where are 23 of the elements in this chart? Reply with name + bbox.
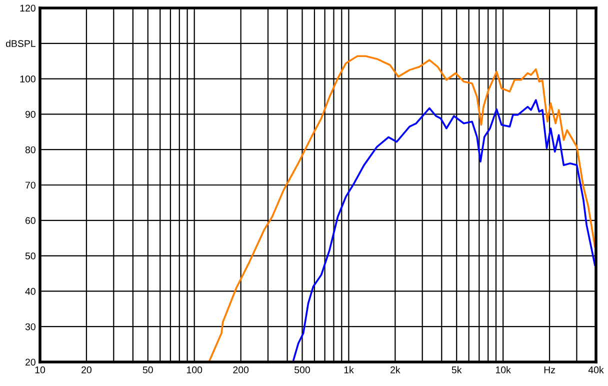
- y-tick-label: 100: [20, 76, 36, 82]
- x-tick-label: 5k: [452, 366, 462, 374]
- y-tick-label: 40: [25, 288, 36, 295]
- x-tick-label: 50: [142, 366, 153, 374]
- y-tick-label: 120: [20, 4, 36, 12]
- x-tick-label: 10k: [496, 366, 511, 374]
- x-tick-label: 200: [233, 366, 249, 374]
- y-tick-label: 30: [25, 323, 36, 330]
- y-tick-label: 60: [26, 217, 36, 224]
- x-tick-label: 20: [82, 366, 92, 374]
- y-tick-label: 50: [25, 252, 36, 260]
- y-tick-label: 80: [25, 146, 36, 154]
- x-tick-label: 1k: [344, 366, 354, 374]
- y-tick-label: 70: [26, 182, 36, 189]
- y-tick-label: dBSPL: [6, 40, 36, 48]
- x-tick-label: Hz: [544, 366, 555, 374]
- x-tick-label: 100: [186, 366, 202, 374]
- y-tick-label: 90: [25, 110, 36, 118]
- x-tick-label: 500: [294, 366, 310, 374]
- x-tick-label: 10: [35, 366, 46, 374]
- x-tick-label: 2k: [390, 366, 400, 374]
- y-tick-label: 20: [26, 358, 36, 366]
- x-tick-label: 40k: [588, 366, 604, 374]
